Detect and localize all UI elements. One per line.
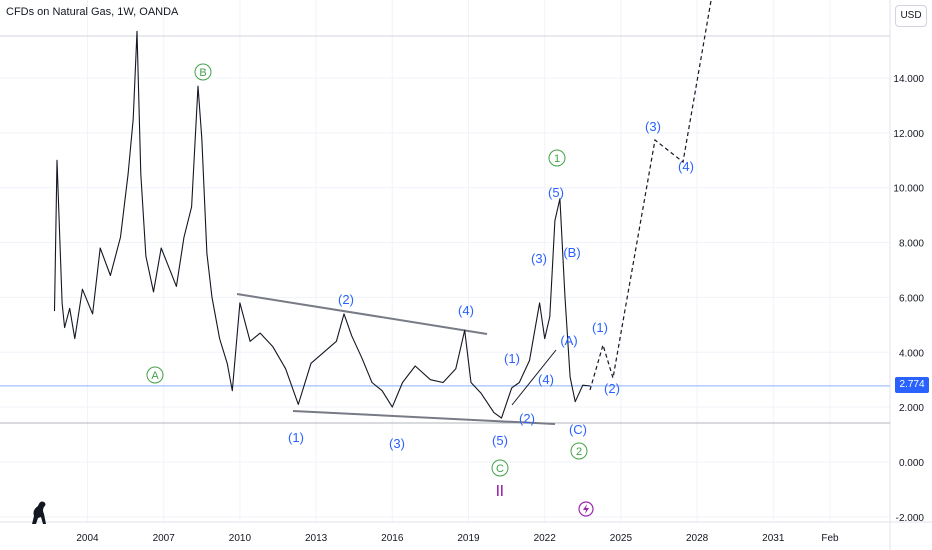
wave-label: 1 [554, 153, 560, 165]
y-tick-label: 10.000 [893, 184, 924, 195]
y-axis: -2.000 0.000 2.000 4.000 6.000 8.000 10.000 12.… [893, 74, 924, 524]
x-tick-label: 2013 [305, 533, 328, 544]
currency-button[interactable]: USD [895, 5, 927, 27]
y-tick-label: 12.000 [893, 129, 924, 140]
wave-circle [194, 63, 212, 81]
x-tick-label: 2031 [762, 533, 785, 544]
projection-path [589, 0, 712, 391]
upper-trendline [236, 293, 488, 335]
x-tick-label: 2016 [381, 533, 404, 544]
x-tick-label: 2022 [534, 533, 557, 544]
wave-label: 2 [576, 446, 582, 458]
x-tick-label: Feb [821, 533, 839, 544]
event-marker-bar [497, 485, 499, 496]
price-series [53, 30, 591, 419]
y-tick-label: -2.000 [896, 513, 925, 524]
x-tick-label: 2019 [457, 533, 480, 544]
wave-label: (1) [288, 430, 304, 445]
wave-label: (4) [458, 303, 474, 318]
wave-label: (C) [569, 422, 587, 437]
last-price-label: 2.774 [895, 377, 929, 393]
y-tick-label: 14.000 [893, 74, 924, 85]
wave-label: (5) [492, 433, 508, 448]
wave-label: (3) [389, 436, 405, 451]
wave-label: A [151, 370, 159, 382]
x-tick-label: 2010 [229, 533, 252, 544]
wave-label: (A) [560, 333, 577, 348]
x-tick-label: 2004 [76, 533, 99, 544]
x-tick-label: 2025 [610, 533, 633, 544]
x-tick-label: 2028 [686, 533, 709, 544]
wave-label: (3) [645, 119, 661, 134]
y-tick-label: 6.000 [899, 293, 924, 304]
lower-trendline [292, 410, 556, 425]
wave-label: (1) [504, 351, 520, 366]
chart-title: CFDs on Natural Gas, 1W, OANDA [6, 6, 179, 18]
wave-label: C [496, 463, 504, 475]
wave-circle [548, 149, 566, 167]
y-tick-label: 2.000 [899, 403, 924, 414]
wave-label: (3) [531, 251, 547, 266]
x-tick-label: 2007 [153, 533, 176, 544]
wave-circle [491, 459, 509, 477]
lightning-icon[interactable] [578, 501, 594, 517]
trendlines [236, 293, 557, 425]
projection-line [589, 0, 712, 391]
price-line [53, 30, 591, 419]
wave-label: (5) [548, 185, 564, 200]
wave-label: (2) [519, 411, 535, 426]
y-tick-label: 4.000 [899, 348, 924, 359]
wedge-trendline [511, 349, 557, 406]
wave-circle [570, 442, 588, 460]
wave-label: (4) [678, 159, 694, 174]
wave-label: B [199, 67, 206, 79]
wave-label: (2) [338, 292, 354, 307]
wave-label: (4) [538, 372, 554, 387]
wave-labels: A B (1) (2) (3) (4) (5) C (1) (2) (3) (4) (5) 1 (A) (B)… [146, 63, 694, 496]
wave-circle [146, 366, 164, 384]
wave-label: (1) [592, 320, 608, 335]
wave-label: (B) [563, 245, 580, 260]
y-tick-label: 8.000 [899, 239, 924, 250]
event-marker-bar [501, 485, 503, 496]
wave-label: (2) [604, 381, 620, 396]
x-axis: 2004 2007 2010 2013 2016 2019 2022 2025 2028 2031… [76, 533, 839, 544]
y-tick-label: 0.000 [899, 458, 924, 469]
dinosaur-logo-icon[interactable] [28, 498, 52, 526]
